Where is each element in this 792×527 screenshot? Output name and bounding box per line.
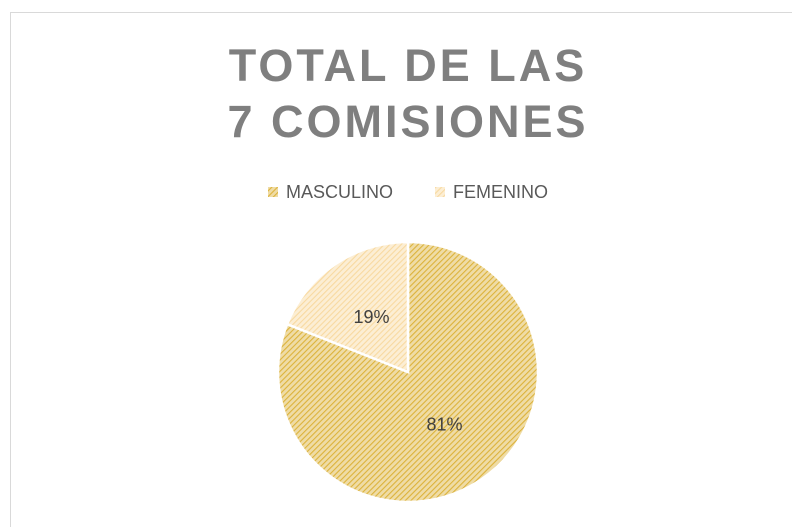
pie-slice	[285, 240, 410, 374]
legend-marker	[435, 187, 445, 197]
legend-label: FEMENINO	[453, 182, 548, 202]
chart-title: TOTAL DE LAS 7 COMISIONES	[227, 40, 589, 147]
legend-marker	[268, 187, 278, 197]
data-label: 81%	[427, 415, 463, 435]
chart-border	[10, 12, 792, 527]
data-label: 19%	[353, 307, 389, 327]
legend-label: MASCULINO	[286, 182, 393, 202]
